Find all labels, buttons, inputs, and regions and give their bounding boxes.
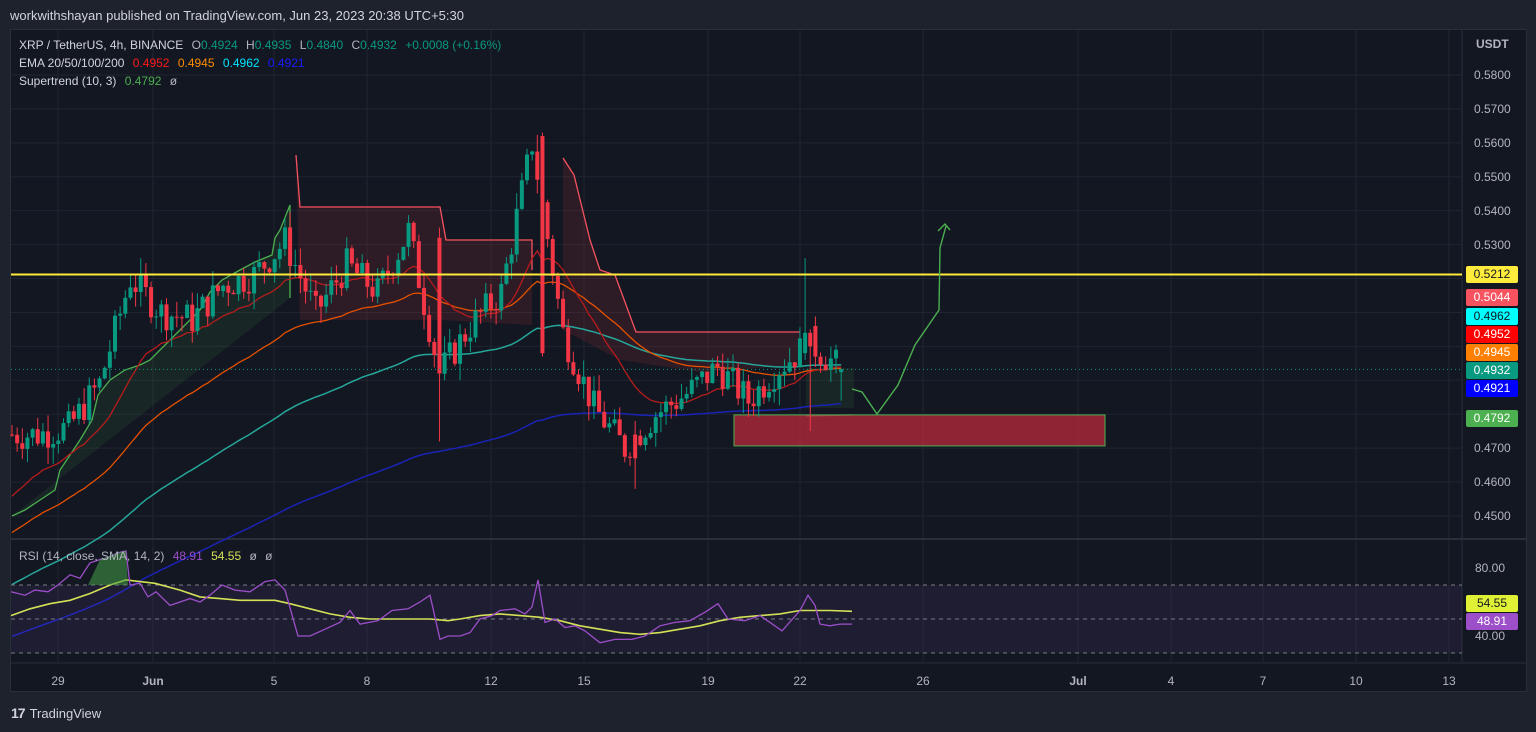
supertrend-extra: ø: [169, 74, 178, 88]
price-tag: 0.4962: [1466, 308, 1518, 325]
open-value: 0.4924: [200, 38, 238, 52]
time-tick: 26: [916, 674, 930, 688]
ema100-value: 0.4962: [222, 56, 260, 70]
ema50-value: 0.4945: [177, 56, 215, 70]
time-tick: Jul: [1069, 674, 1087, 688]
time-tick: 19: [701, 674, 715, 688]
price-tag: 0.4792: [1466, 410, 1518, 427]
close-value: 0.4932: [360, 38, 397, 52]
price-tick: 0.5500: [1474, 169, 1511, 184]
rsi-tick: 40.00: [1475, 629, 1506, 643]
price-tick: 0.5400: [1474, 203, 1511, 218]
price-tag: 0.5044: [1466, 289, 1518, 306]
rsi-legend: RSI (14, close, SMA, 14, 2) 48.91 54.55 …: [19, 549, 278, 563]
time-tick: Jun: [142, 674, 164, 688]
tradingview-brand: TradingView: [29, 705, 102, 721]
price-tick: 0.5600: [1474, 135, 1511, 150]
rsi-sma-value: 54.55: [211, 549, 242, 563]
price-tag: 0.4952: [1466, 326, 1518, 343]
rsi-value: 48.91: [172, 549, 203, 563]
rsi-extra-1: ø: [249, 549, 257, 563]
rsi-label[interactable]: RSI (14, close, SMA, 14, 2): [19, 549, 165, 563]
price-tick: 0.4500: [1474, 508, 1511, 523]
time-tick: 4: [1167, 674, 1175, 688]
ema200-value: 0.4921: [267, 56, 305, 70]
low-value: 0.4840: [306, 38, 344, 52]
time-tick: 8: [363, 674, 371, 688]
supertrend-legend: Supertrend (10, 3) 0.4792 ø: [19, 74, 182, 88]
tradingview-footer[interactable]: 17 TradingView: [11, 705, 101, 721]
rsi-extra-2: ø: [265, 549, 273, 563]
time-tick: 13: [1442, 674, 1456, 688]
time-tick: 22: [793, 674, 807, 688]
time-tick: 29: [51, 674, 65, 688]
rsi-tag: 54.55: [1466, 595, 1518, 612]
time-tick: 12: [484, 674, 498, 688]
currency-label[interactable]: USDT: [1476, 37, 1509, 51]
price-tick: 0.5800: [1474, 68, 1511, 82]
chart-frame[interactable]: [10, 29, 1527, 692]
ema-label[interactable]: EMA 20/50/100/200: [19, 56, 125, 70]
price-tag: 0.4945: [1466, 344, 1518, 361]
time-tick: 10: [1349, 674, 1363, 688]
tradingview-logo-icon: 17: [11, 705, 26, 721]
ema20-value: 0.4952: [132, 56, 170, 70]
time-tick: 7: [1259, 674, 1267, 688]
change-value: +0.0008 (+0.16%): [405, 38, 502, 52]
price-tick: 0.5300: [1474, 237, 1511, 252]
symbol-title[interactable]: XRP / TetherUS, 4h, BINANCE: [19, 38, 184, 52]
symbol-legend: XRP / TetherUS, 4h, BINANCE O0.4924 H0.4…: [19, 38, 502, 52]
time-tick: 5: [270, 674, 278, 688]
rsi-tick: 80.00: [1475, 561, 1506, 575]
supertrend-value: 0.4792: [124, 74, 162, 88]
high-value: 0.4935: [254, 38, 292, 52]
price-tag: 0.4921: [1466, 380, 1518, 397]
ema-legend: EMA 20/50/100/200 0.4952 0.4945 0.4962 0…: [19, 56, 310, 70]
time-tick: 15: [577, 674, 591, 688]
price-tag: 0.5212: [1466, 266, 1518, 283]
supertrend-label[interactable]: Supertrend (10, 3): [19, 74, 117, 88]
price-tick: 0.5700: [1474, 101, 1511, 116]
price-tag: 0.4932: [1466, 362, 1518, 379]
price-tick: 0.4600: [1474, 475, 1511, 490]
rsi-tag: 48.91: [1466, 613, 1518, 630]
published-header: workwithshayan published on TradingView.…: [10, 8, 464, 23]
price-tick: 0.4700: [1474, 441, 1511, 456]
